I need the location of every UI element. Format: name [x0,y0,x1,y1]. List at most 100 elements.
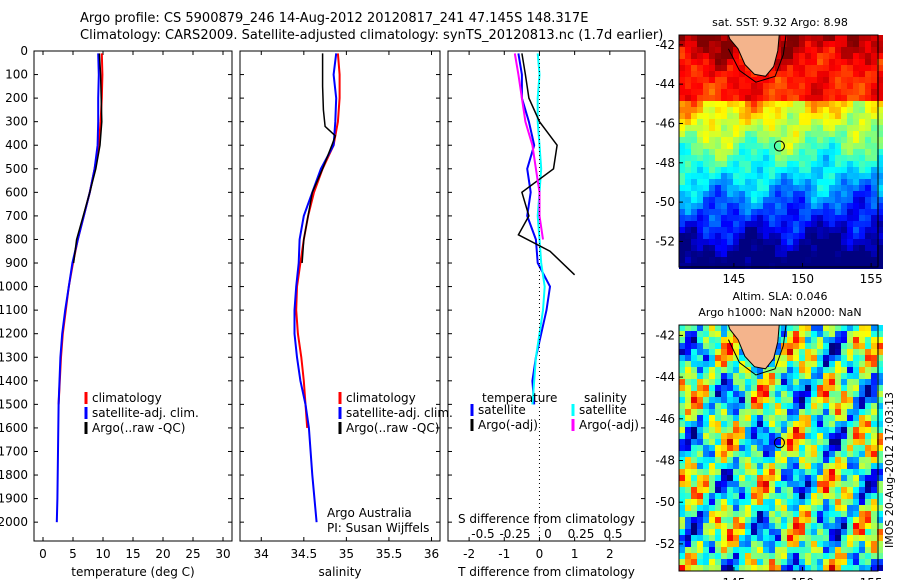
map-cell [715,119,721,125]
map-cell [733,209,739,215]
map-cell [727,203,733,209]
map-cell [757,257,763,263]
map-cell [775,251,781,257]
map-cell [787,403,793,409]
map-cell [763,77,769,83]
map-cell [841,47,847,53]
map-cell [739,355,745,361]
map-cell [775,191,781,197]
map-cell [709,409,715,415]
map-cell [685,227,691,233]
map-cell [757,457,763,463]
map-cell [691,179,697,185]
map-cell [865,149,871,155]
map-cell [739,487,745,493]
map-cell [865,173,871,179]
map-cell [805,367,811,373]
map-cell [679,415,685,421]
map-cell [727,233,733,239]
map-cell [691,403,697,409]
map-cell [733,547,739,553]
map-cell [685,35,691,41]
map-cell [691,457,697,463]
map-cell [835,59,841,65]
map-cell [793,203,799,209]
map-cell [811,107,817,113]
map-cell [853,565,859,571]
map-cell [817,101,823,107]
map-cell [709,227,715,233]
map-cell [715,239,721,245]
map-cell [733,355,739,361]
map-cell [745,251,751,257]
map-cell [763,469,769,475]
map-cell [691,547,697,553]
map-cell [709,379,715,385]
map-cell [745,71,751,77]
map-cell [847,185,853,191]
map-cell [679,107,685,113]
map-cell [685,233,691,239]
map-y-tick-label: -48 [655,454,675,468]
map-cell [751,529,757,535]
map-cell [841,167,847,173]
map-cell [727,131,733,137]
map-cell [853,415,859,421]
map-cell [871,517,877,523]
map-cell [841,197,847,203]
map-cell [715,451,721,457]
map-subtitle-sla: Argo h1000: NaN h2000: NaN [698,306,861,319]
map-cell [841,523,847,529]
map-cell [703,547,709,553]
map-cell [685,239,691,245]
legend-header-temperature: temperature [482,391,557,405]
map-title-sla: Altim. SLA: 0.046 [732,290,827,303]
map-cell [787,95,793,101]
map-cell [757,107,763,113]
map-cell [865,89,871,95]
map-cell [685,439,691,445]
map-cell [739,409,745,415]
map-cell [853,337,859,343]
map-cell [841,203,847,209]
map-cell [805,203,811,209]
map-cell [811,185,817,191]
map-cell [865,41,871,47]
map-cell [697,451,703,457]
map-cell [691,233,697,239]
map-cell [679,523,685,529]
map-cell [763,421,769,427]
map-cell [763,203,769,209]
map-cell [835,379,841,385]
map-cell [697,529,703,535]
map-cell [697,119,703,125]
map-cell [757,89,763,95]
map-cell [721,523,727,529]
map-cell [691,35,697,41]
map-cell [691,355,697,361]
map-cell [679,433,685,439]
map-cell [829,155,835,161]
map-cell [703,179,709,185]
map-cell [835,119,841,125]
map-cell [799,385,805,391]
map-cell [751,179,757,185]
map-cell [715,221,721,227]
map-cell [751,77,757,83]
map-cell [865,385,871,391]
map-cell [781,541,787,547]
map-cell [817,263,823,269]
map-cell [835,487,841,493]
map-cell [739,209,745,215]
map-cell [733,173,739,179]
map-cell [685,391,691,397]
map-cell [751,415,757,421]
map-cell [679,203,685,209]
map-cell [709,215,715,221]
map-cell [859,475,865,481]
map-cell [751,427,757,433]
plot-frame [447,50,646,542]
map-cell [763,415,769,421]
map-cell [703,203,709,209]
map-cell [763,173,769,179]
